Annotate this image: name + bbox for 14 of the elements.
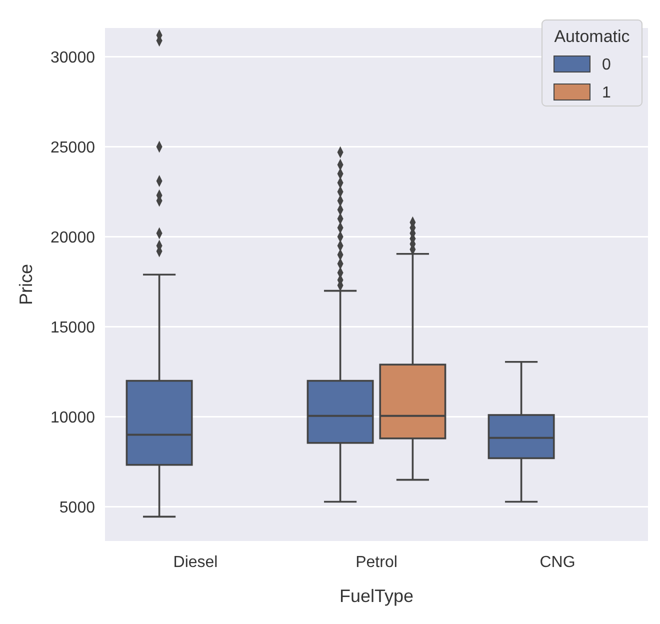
x-axis-title: FuelType [339,586,414,606]
y-tick-label: 25000 [50,139,96,156]
legend-label: 1 [602,84,611,102]
y-tick-label: 30000 [50,49,96,66]
y-tick-label: 20000 [50,229,96,246]
legend-label: 0 [602,56,611,74]
y-tick-label: 5000 [59,499,96,516]
y-axis-title: Price [16,264,36,306]
x-tick-label: Diesel [173,554,218,571]
y-tick-label: 15000 [50,319,96,336]
y-tick-label: 10000 [50,409,96,426]
x-tick-label: CNG [540,554,576,571]
x-tick-label: Petrol [356,554,398,571]
legend-title: Automatic [554,27,630,46]
